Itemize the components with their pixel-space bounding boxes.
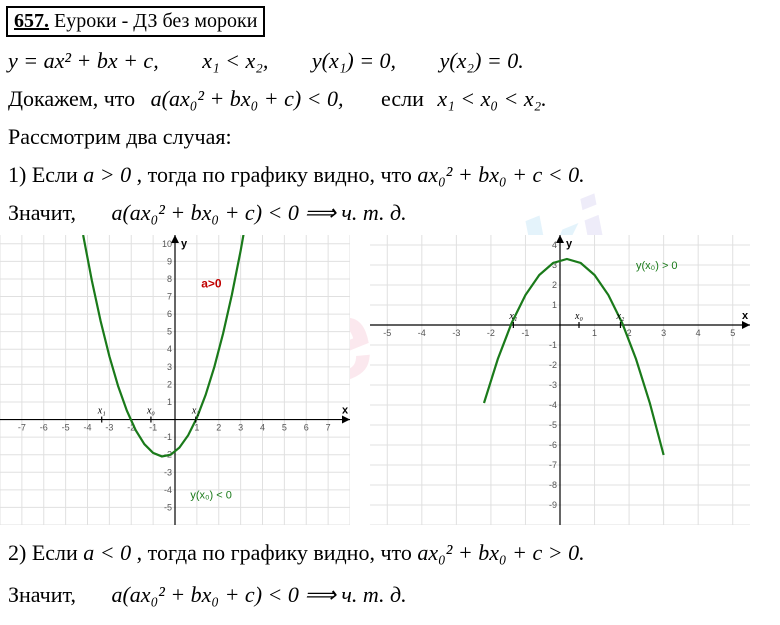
svg-text:y: y: [566, 238, 573, 250]
cond-yx2: y(x₂) = 0.: [440, 48, 524, 73]
if-label: если: [381, 86, 424, 111]
concl2-label: Значит,: [8, 582, 76, 607]
chart-a-negative: -5-4-3-2-112345-9-8-7-6-5-4-3-2-11234xyx…: [370, 235, 750, 525]
svg-text:3: 3: [238, 423, 243, 433]
svg-text:1: 1: [167, 397, 172, 407]
svg-text:y: y: [181, 238, 188, 250]
svg-text:-4: -4: [418, 328, 426, 338]
header-box: 657. Еуроки - ДЗ без мороки: [6, 6, 265, 37]
concl1-label: Значит,: [8, 200, 76, 225]
svg-text:1: 1: [552, 300, 557, 310]
svg-text:1: 1: [592, 328, 597, 338]
case2-cond: a < 0: [83, 540, 131, 565]
svg-text:7: 7: [326, 423, 331, 433]
svg-text:1: 1: [194, 423, 199, 433]
svg-text:a>0: a>0: [201, 277, 222, 291]
svg-text:3: 3: [661, 328, 666, 338]
svg-text:y(x₀) > 0: y(x₀) > 0: [636, 260, 678, 272]
svg-text:x₀: x₀: [574, 311, 583, 322]
svg-text:2: 2: [167, 379, 172, 389]
svg-text:-6: -6: [549, 440, 557, 450]
case1-mid: , тогда по графику видно, что: [137, 162, 418, 187]
svg-text:-5: -5: [62, 423, 70, 433]
svg-text:4: 4: [260, 423, 265, 433]
svg-text:10: 10: [162, 239, 172, 249]
case1-cond: a > 0: [83, 162, 131, 187]
svg-text:4: 4: [552, 240, 557, 250]
svg-text:4: 4: [167, 344, 172, 354]
svg-text:x: x: [742, 310, 749, 322]
svg-text:3: 3: [167, 362, 172, 372]
header-title: Еуроки - ДЗ без мороки: [54, 10, 257, 32]
range-cond: x₁ < x₀ < x₂.: [437, 86, 546, 111]
svg-text:2: 2: [552, 280, 557, 290]
svg-text:x₂: x₂: [191, 406, 200, 417]
svg-text:-1: -1: [149, 423, 157, 433]
svg-text:x: x: [342, 405, 349, 417]
svg-text:-5: -5: [549, 420, 557, 430]
case2-prefix: 2) Если: [8, 540, 83, 565]
svg-text:-6: -6: [40, 423, 48, 433]
svg-text:4: 4: [696, 328, 701, 338]
svg-text:-7: -7: [18, 423, 26, 433]
svg-text:-4: -4: [83, 423, 91, 433]
svg-text:-2: -2: [549, 360, 557, 370]
svg-text:x₁: x₁: [508, 311, 517, 322]
case1-expr: ax₀² + bx₀ + c < 0.: [417, 162, 584, 187]
case2-mid: , тогда по графику видно, что: [137, 540, 418, 565]
svg-text:-1: -1: [164, 432, 172, 442]
problem-number: 657.: [14, 10, 49, 32]
svg-text:-5: -5: [383, 328, 391, 338]
svg-text:-9: -9: [549, 500, 557, 510]
svg-text:9: 9: [167, 256, 172, 266]
svg-text:-8: -8: [549, 480, 557, 490]
svg-text:x₂: x₂: [615, 311, 624, 322]
svg-text:-2: -2: [487, 328, 495, 338]
svg-text:-3: -3: [452, 328, 460, 338]
prove-label: Докажем, что: [8, 86, 135, 111]
svg-text:6: 6: [167, 309, 172, 319]
svg-text:x₁: x₁: [97, 406, 106, 417]
svg-text:-3: -3: [105, 423, 113, 433]
svg-text:-4: -4: [164, 485, 172, 495]
prove-expr: a(ax₀² + bx₀ + c) < 0,: [151, 86, 344, 111]
svg-text:-3: -3: [549, 380, 557, 390]
svg-text:5: 5: [167, 327, 172, 337]
svg-text:8: 8: [167, 274, 172, 284]
svg-text:2: 2: [216, 423, 221, 433]
svg-text:-4: -4: [549, 400, 557, 410]
svg-text:5: 5: [730, 328, 735, 338]
svg-text:7: 7: [167, 292, 172, 302]
case1-prefix: 1) Если: [8, 162, 83, 187]
consider-cases: Рассмотрим два случая:: [8, 124, 232, 150]
case2-expr: ax₀² + bx₀ + c > 0.: [417, 540, 584, 565]
concl2-expr: a(ax₀² + bx₀ + c) < 0 ⟹ ч. т. д.: [111, 582, 406, 607]
svg-text:x₀: x₀: [146, 406, 155, 417]
svg-text:y(x₀) < 0: y(x₀) < 0: [190, 490, 232, 502]
concl1-expr: a(ax₀² + bx₀ + c) < 0 ⟹ ч. т. д.: [111, 200, 406, 225]
eq-main: y = ax² + bx + c,: [8, 48, 159, 73]
chart-a-positive: -7-6-5-4-3-2-11234567-5-4-3-2-1123456789…: [0, 235, 350, 525]
svg-text:6: 6: [304, 423, 309, 433]
svg-text:-3: -3: [164, 467, 172, 477]
cond-x1x2: x₁ < x₂,: [202, 48, 268, 73]
svg-text:5: 5: [282, 423, 287, 433]
svg-text:-1: -1: [549, 340, 557, 350]
svg-text:-7: -7: [549, 460, 557, 470]
cond-yx1: y(x₁) = 0,: [312, 48, 396, 73]
svg-text:-1: -1: [521, 328, 529, 338]
svg-text:-5: -5: [164, 502, 172, 512]
